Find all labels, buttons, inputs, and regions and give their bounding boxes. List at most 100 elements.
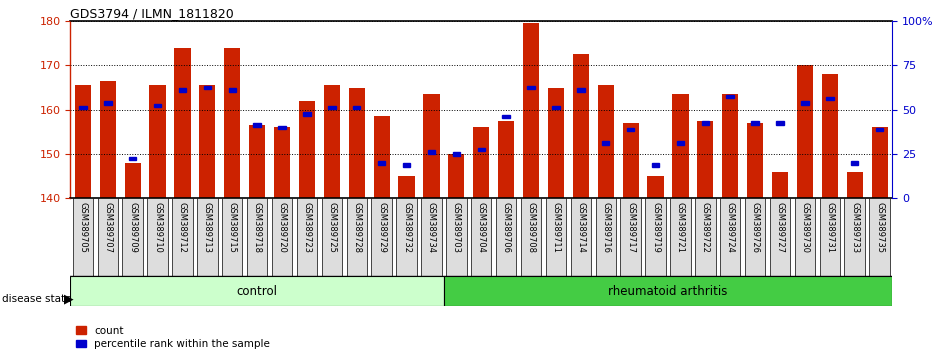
Text: GSM389733: GSM389733 (850, 202, 859, 253)
Bar (228, 88, 236, 92)
Text: GSM389730: GSM389730 (800, 202, 809, 253)
FancyBboxPatch shape (122, 198, 143, 276)
Bar (324, 85, 340, 198)
FancyBboxPatch shape (770, 198, 791, 276)
Bar (722, 94, 738, 198)
Bar (547, 88, 564, 198)
FancyBboxPatch shape (645, 198, 666, 276)
Bar (79, 106, 86, 109)
Text: control: control (237, 285, 278, 298)
Bar (577, 88, 585, 92)
FancyBboxPatch shape (272, 198, 292, 276)
Text: disease state: disease state (2, 294, 71, 304)
Bar (777, 121, 784, 125)
FancyBboxPatch shape (197, 198, 218, 276)
Text: GSM389715: GSM389715 (228, 202, 237, 253)
Bar (623, 123, 639, 198)
Bar (348, 88, 365, 198)
Text: GSM389706: GSM389706 (501, 202, 511, 253)
Bar (374, 116, 390, 198)
Text: GSM389707: GSM389707 (103, 202, 113, 253)
Text: GSM389721: GSM389721 (676, 202, 685, 253)
FancyBboxPatch shape (546, 198, 566, 276)
Text: GSM389710: GSM389710 (153, 202, 162, 253)
Bar (423, 94, 439, 198)
Bar (876, 128, 884, 131)
FancyBboxPatch shape (247, 198, 268, 276)
Bar (75, 85, 91, 198)
Bar (677, 141, 685, 145)
FancyBboxPatch shape (621, 198, 640, 276)
FancyBboxPatch shape (794, 198, 815, 276)
Bar (602, 141, 609, 145)
FancyBboxPatch shape (521, 198, 541, 276)
Text: GDS3794 / ILMN_1811820: GDS3794 / ILMN_1811820 (70, 7, 234, 20)
FancyBboxPatch shape (372, 198, 392, 276)
Text: GSM389704: GSM389704 (477, 202, 485, 253)
Bar (278, 126, 285, 129)
Bar (274, 127, 290, 198)
FancyBboxPatch shape (595, 198, 616, 276)
Text: ▶: ▶ (64, 293, 73, 306)
FancyBboxPatch shape (695, 198, 716, 276)
Bar (478, 148, 485, 152)
Bar (453, 152, 460, 156)
Text: GSM389724: GSM389724 (726, 202, 734, 253)
Text: GSM389712: GSM389712 (178, 202, 187, 253)
Text: GSM389713: GSM389713 (203, 202, 212, 253)
Bar (851, 161, 858, 165)
FancyBboxPatch shape (571, 198, 591, 276)
Text: GSM389723: GSM389723 (302, 202, 312, 253)
Text: rheumatoid arthritis: rheumatoid arthritis (608, 285, 728, 298)
Bar (647, 176, 664, 198)
FancyBboxPatch shape (396, 198, 417, 276)
Bar (573, 55, 589, 198)
Bar (701, 121, 709, 125)
FancyBboxPatch shape (820, 198, 840, 276)
Bar (847, 172, 863, 198)
Text: GSM389727: GSM389727 (776, 202, 784, 253)
Text: GSM389708: GSM389708 (527, 202, 535, 253)
Text: GSM389703: GSM389703 (452, 202, 461, 253)
Text: GSM389720: GSM389720 (278, 202, 286, 253)
Text: GSM389714: GSM389714 (577, 202, 585, 253)
Text: GSM389734: GSM389734 (427, 202, 436, 253)
Text: GSM389731: GSM389731 (825, 202, 835, 253)
Bar (597, 85, 614, 198)
Bar (652, 163, 659, 167)
FancyBboxPatch shape (844, 198, 865, 276)
FancyBboxPatch shape (297, 198, 317, 276)
FancyBboxPatch shape (446, 198, 467, 276)
Legend: count, percentile rank within the sample: count, percentile rank within the sample (76, 326, 270, 349)
Bar (698, 121, 714, 198)
FancyBboxPatch shape (670, 198, 690, 276)
Bar (523, 23, 539, 198)
Bar (100, 81, 115, 198)
Bar (473, 127, 489, 198)
Bar (772, 172, 788, 198)
Bar (353, 106, 361, 109)
Bar (403, 163, 410, 167)
Bar (377, 161, 385, 165)
Bar (328, 106, 335, 109)
Bar (129, 156, 136, 160)
Text: GSM389718: GSM389718 (253, 202, 262, 253)
FancyBboxPatch shape (172, 198, 192, 276)
FancyBboxPatch shape (745, 198, 765, 276)
Bar (747, 123, 763, 198)
Bar (427, 150, 435, 154)
Text: GSM389717: GSM389717 (626, 202, 635, 253)
FancyBboxPatch shape (471, 198, 491, 276)
Text: GSM389735: GSM389735 (875, 202, 885, 253)
Bar (199, 85, 215, 198)
Bar (801, 101, 808, 105)
Text: GSM389728: GSM389728 (352, 202, 362, 253)
Text: GSM389722: GSM389722 (700, 202, 710, 253)
FancyBboxPatch shape (496, 198, 516, 276)
Bar (125, 163, 141, 198)
FancyBboxPatch shape (346, 198, 367, 276)
Bar (104, 101, 112, 105)
Text: GSM389729: GSM389729 (377, 202, 386, 253)
Bar (303, 113, 311, 116)
Bar (204, 86, 211, 90)
